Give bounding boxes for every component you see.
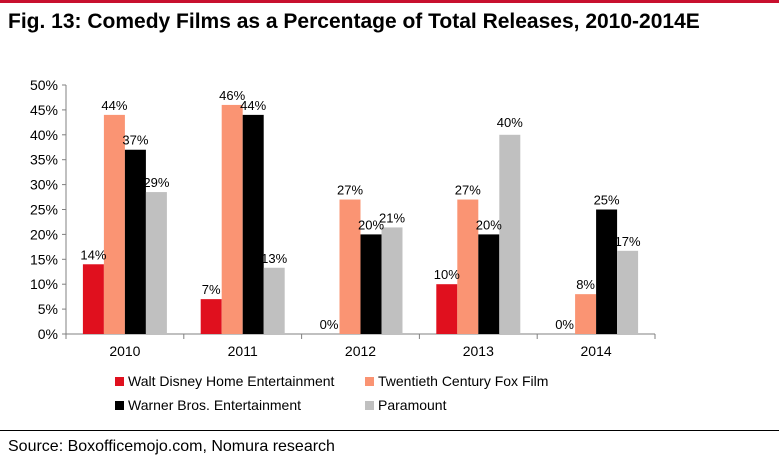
data-label: 29%: [143, 175, 169, 190]
bar: [617, 250, 639, 334]
y-tick-label: 20%: [30, 226, 58, 242]
data-label: 10%: [434, 267, 460, 282]
bar: [478, 234, 500, 334]
data-label: 21%: [379, 210, 405, 225]
legend-item-warner: Warner Bros. Entertainment: [115, 397, 301, 413]
data-label: 14%: [80, 247, 106, 262]
x-tick-label: 2014: [581, 343, 612, 359]
legend-label-paramount: Paramount: [378, 397, 447, 413]
data-label: 40%: [497, 115, 523, 130]
bars: [82, 104, 639, 334]
x-tick-label: 2013: [463, 343, 494, 359]
data-label: 8%: [576, 277, 595, 292]
data-label: 17%: [615, 234, 641, 249]
data-label: 7%: [202, 282, 221, 297]
legend-label-warner: Warner Bros. Entertainment: [128, 397, 301, 413]
bar: [242, 114, 264, 334]
data-label: 37%: [122, 133, 148, 148]
data-label: 46%: [219, 88, 245, 103]
legend-swatch-fox: [365, 376, 374, 386]
data-label: 0%: [320, 317, 339, 332]
legend-item-disney: Walt Disney Home Entertainment: [115, 373, 334, 389]
bar-chart: 0% 5% 10% 15% 20% 25% 30% 35% 40% 45% 50% 2010 2011 2…: [30, 77, 656, 359]
y-tick-label: 15%: [30, 251, 58, 267]
legend-item-paramount: Paramount: [365, 397, 446, 413]
y-tick-label: 45%: [30, 102, 58, 118]
data-label: 44%: [101, 98, 127, 113]
legend-swatch-disney: [115, 376, 124, 386]
legend-label-fox: Twentieth Century Fox Film: [378, 373, 549, 389]
x-tick-label: 2011: [228, 343, 258, 359]
bar: [145, 192, 167, 334]
data-label: 25%: [594, 193, 620, 208]
bar: [596, 209, 618, 334]
bar: [457, 199, 479, 334]
data-label: 20%: [476, 217, 502, 232]
data-label: 27%: [455, 183, 481, 198]
chart-title: Fig. 13: Comedy Films as a Percentage of…: [8, 10, 700, 33]
bar: [381, 227, 403, 334]
top-rule: [0, 0, 779, 3]
bar: [360, 234, 382, 334]
bottom-rule: [0, 430, 779, 431]
y-tick-label: 25%: [30, 202, 58, 218]
y-tick-label: 50%: [30, 77, 58, 93]
bar: [200, 299, 222, 334]
data-label: 44%: [240, 98, 266, 113]
axes: 0% 5% 10% 15% 20% 25% 30% 35% 40% 45% 50% 2010 2011 2…: [30, 77, 656, 359]
data-labels: 14%44%37%29%7%46%44%13%0%27%20%21%10%27%…: [80, 88, 641, 332]
bar: [339, 199, 361, 334]
y-tick-label: 10%: [30, 276, 58, 292]
legend-label-disney: Walt Disney Home Entertainment: [128, 373, 335, 389]
y-tick-label: 0%: [38, 326, 58, 342]
data-label: 27%: [337, 183, 363, 198]
bar: [124, 149, 146, 334]
x-tick-label: 2012: [345, 343, 376, 359]
source-note: Source: Boxofficemojo.com, Nomura resear…: [8, 438, 335, 455]
legend-swatch-paramount: [365, 400, 374, 410]
bar: [263, 267, 285, 334]
bar: [103, 114, 125, 334]
bar: [499, 134, 521, 334]
legend-swatch-warner: [115, 400, 124, 410]
y-tick-label: 5%: [38, 301, 58, 317]
y-tick-label: 40%: [30, 127, 58, 143]
data-label: 0%: [555, 317, 574, 332]
data-label: 13%: [261, 251, 287, 266]
data-label: 20%: [358, 217, 384, 232]
bar: [221, 104, 243, 334]
y-tick-label: 35%: [30, 152, 58, 168]
y-tick-label: 30%: [30, 177, 58, 193]
x-tick-label: 2010: [109, 343, 140, 359]
legend-item-fox: Twentieth Century Fox Film: [365, 373, 548, 389]
bar: [575, 294, 597, 334]
bar: [436, 284, 458, 334]
bar: [82, 264, 104, 334]
